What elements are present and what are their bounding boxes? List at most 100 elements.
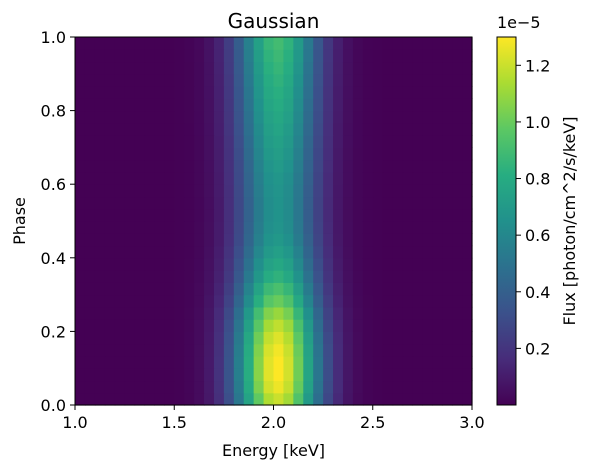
heatmap-cell <box>362 184 374 198</box>
heatmap-cell <box>273 257 285 271</box>
heatmap-cell <box>313 380 324 394</box>
heatmap-cell <box>342 110 354 124</box>
heatmap-cell <box>94 73 106 87</box>
heatmap-cell <box>134 147 146 161</box>
heatmap-cell <box>452 110 463 124</box>
heatmap-cell <box>372 257 384 271</box>
heatmap-cell <box>243 221 255 234</box>
heatmap-cell <box>164 282 175 296</box>
heatmap-cell <box>303 233 314 247</box>
heatmap-cell <box>104 122 116 136</box>
heatmap-cell <box>223 184 235 198</box>
heatmap-cell <box>134 37 146 50</box>
heatmap-cell <box>164 49 175 63</box>
heatmap-cell <box>462 380 473 394</box>
heatmap-cell <box>134 171 146 185</box>
heatmap-cell <box>323 306 334 320</box>
heatmap-cell <box>303 306 314 320</box>
heatmap-cell <box>402 86 414 99</box>
heatmap-cell <box>462 184 473 198</box>
heatmap-cell <box>164 257 175 271</box>
heatmap-cell <box>223 86 235 99</box>
heatmap-cell <box>154 73 165 87</box>
heatmap-cell <box>223 306 235 320</box>
heatmap-cell <box>372 208 384 222</box>
heatmap-cell <box>263 221 275 234</box>
heatmap-cell <box>124 86 136 99</box>
heatmap-cell <box>263 184 275 198</box>
heatmap-cell <box>233 110 245 124</box>
heatmap-cell <box>362 221 374 234</box>
heatmap-cell <box>114 257 126 271</box>
heatmap-cell <box>184 368 195 382</box>
heatmap-cell <box>313 208 324 222</box>
heatmap-cell <box>243 294 255 308</box>
heatmap-cell <box>213 221 225 234</box>
heatmap-cell <box>432 37 443 50</box>
heatmap-cell <box>422 208 433 222</box>
heatmap-cell <box>362 135 374 148</box>
heatmap-cell <box>283 98 294 112</box>
heatmap-cell <box>362 343 374 357</box>
heatmap-cell <box>412 159 423 173</box>
heatmap-cell <box>452 392 463 406</box>
y-tick-label: 0.6 <box>41 175 66 194</box>
heatmap-cell <box>372 122 384 136</box>
heatmap-cell <box>452 270 463 283</box>
heatmap-cell <box>194 184 205 198</box>
heatmap-cell <box>352 282 364 296</box>
heatmap-cell <box>223 61 235 75</box>
heatmap-cell <box>164 147 175 161</box>
heatmap-cell <box>323 73 334 87</box>
heatmap-cell <box>442 86 453 99</box>
heatmap-cell <box>432 257 443 271</box>
heatmap-cell <box>233 147 245 161</box>
heatmap-cell <box>273 37 285 50</box>
heatmap-cell <box>174 343 185 357</box>
heatmap-cell <box>412 270 423 283</box>
heatmap-cell <box>84 343 96 357</box>
heatmap-cell <box>213 208 225 222</box>
heatmap-cell <box>462 49 473 63</box>
heatmap-cell <box>174 147 185 161</box>
heatmap-cell <box>273 233 285 247</box>
heatmap-cell <box>184 86 195 99</box>
heatmap-cell <box>362 355 374 369</box>
heatmap-cell <box>124 196 136 210</box>
heatmap-cell <box>382 86 394 99</box>
heatmap-cell <box>402 73 414 87</box>
heatmap-cell <box>362 159 374 173</box>
heatmap-cell <box>94 208 106 222</box>
heatmap-cell <box>263 110 275 124</box>
heatmap-cell <box>194 208 205 222</box>
heatmap-cell <box>323 159 334 173</box>
heatmap-cell <box>213 184 225 198</box>
heatmap-cell <box>124 98 136 112</box>
heatmap-cell <box>432 343 443 357</box>
heatmap-cell <box>75 294 86 308</box>
heatmap-cell <box>204 37 215 50</box>
heatmap-cell <box>263 147 275 161</box>
heatmap-cell <box>233 86 245 99</box>
heatmap-cell <box>144 110 155 124</box>
heatmap-cell <box>124 208 136 222</box>
heatmap-cell <box>293 49 304 63</box>
heatmap-cell <box>184 294 195 308</box>
heatmap-cell <box>293 368 304 382</box>
heatmap-cell <box>392 61 404 75</box>
heatmap-cell <box>84 159 96 173</box>
heatmap-cell <box>114 343 126 357</box>
heatmap-cell <box>442 73 453 87</box>
heatmap-cell <box>422 122 433 136</box>
heatmap-cell <box>422 233 433 247</box>
heatmap-cell <box>233 159 245 173</box>
heatmap-cell <box>412 392 423 406</box>
heatmap-cell <box>323 368 334 382</box>
heatmap-cell <box>144 122 155 136</box>
heatmap-cell <box>392 331 404 345</box>
heatmap-cell <box>104 392 116 406</box>
heatmap-cell <box>213 355 225 369</box>
heatmap-cell <box>273 147 285 161</box>
heatmap-cell <box>174 221 185 234</box>
heatmap-cell <box>382 319 394 332</box>
